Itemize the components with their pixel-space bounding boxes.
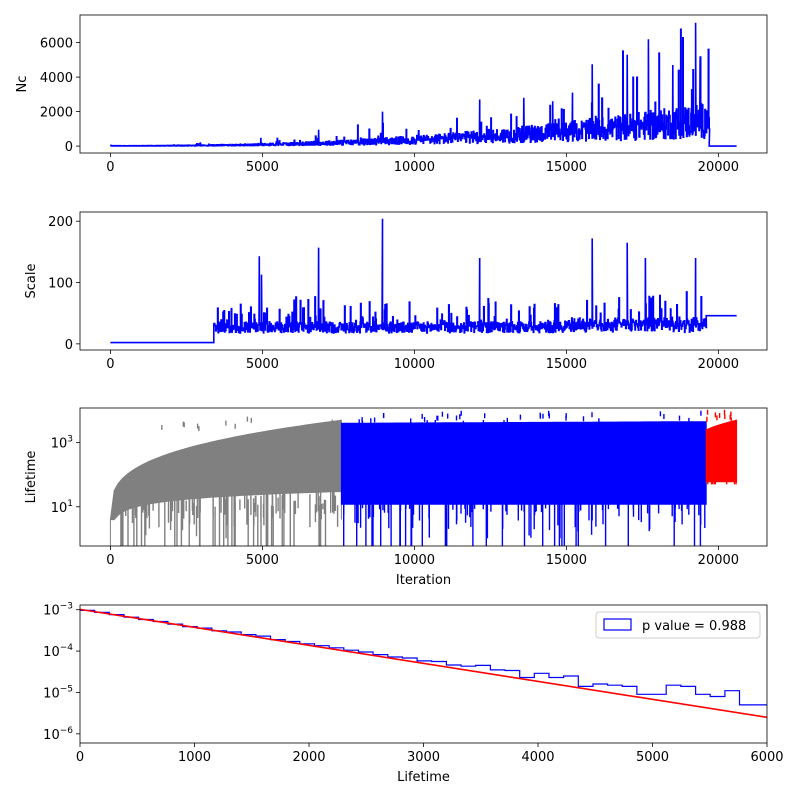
- y-axis-label: Lifetime: [24, 451, 39, 504]
- lifetime-iteration-subplot: 0 5000 10000 15000 20000 101 103 Lifetime Iterat…: [24, 407, 768, 588]
- x-tick-label: 10000: [394, 553, 435, 568]
- legend-box: [595, 611, 761, 639]
- x-tick-label: 3000: [407, 750, 440, 765]
- x-tick-label: 15000: [546, 357, 587, 372]
- x-tick-label: 20000: [698, 160, 739, 175]
- y-tick-label: 10−3: [43, 602, 73, 619]
- lifetime-red-series-spikes: [706, 409, 737, 485]
- legend-swatch: [603, 618, 632, 631]
- x-tick-label: 1000: [178, 750, 211, 765]
- y-tick-label: 101: [51, 499, 73, 516]
- x-tick-label: 5000: [246, 357, 279, 372]
- scale-subplot: 0 5000 10000 15000 20000 0 100 200 Scale: [24, 211, 768, 372]
- y-tick-label: 0: [65, 140, 73, 155]
- axes-frame: [79, 604, 768, 744]
- x-tick-label: 4000: [521, 750, 554, 765]
- x-tick-label: 20000: [698, 357, 739, 372]
- y-tick-label: 6000: [40, 37, 73, 52]
- y-tick-label: 200: [48, 215, 73, 230]
- y-axis-label: Nc: [15, 76, 30, 93]
- axes-frame: [79, 211, 768, 351]
- y-axis-label: Scale: [24, 264, 39, 299]
- lifetime-gray-series-spikes: [120, 416, 339, 546]
- histogram-steps: [80, 609, 767, 706]
- y-tick-label: 2000: [40, 106, 73, 121]
- x-tick-label: 2000: [292, 750, 325, 765]
- lifetime-blue-series-band: [340, 421, 707, 505]
- x-axis-label: Lifetime: [397, 770, 450, 785]
- x-tick-label: 0: [106, 553, 114, 568]
- y-tick-label: 0: [65, 338, 73, 353]
- x-tick-label: 0: [106, 160, 114, 175]
- nc-subplot: 0 5000 10000 15000 20000 0 2000 4000 6000 Nc: [15, 14, 768, 175]
- x-tick-label: 10000: [394, 357, 435, 372]
- x-tick-label: 15000: [546, 553, 587, 568]
- x-tick-label: 5000: [246, 553, 279, 568]
- x-tick-label: 6000: [750, 750, 783, 765]
- y-tick-label: 103: [51, 435, 73, 452]
- axes-frame: [79, 14, 768, 154]
- lifetime-gray-series-band: [109, 419, 342, 546]
- fit-line: [80, 608, 767, 719]
- x-tick-label: 10000: [394, 160, 435, 175]
- y-tick-label: 10−4: [43, 643, 73, 660]
- y-tick-label: 100: [48, 277, 73, 292]
- scale-series-line: [110, 218, 737, 344]
- lifetime-histogram-subplot: 0 1000 2000 3000 4000 5000 6000 10−6 10−5 10−4 10−…: [43, 602, 783, 785]
- lifetime-blue-series-spikes: [343, 410, 706, 546]
- x-tick-label: 0: [76, 750, 84, 765]
- nc-series-line: [110, 22, 737, 147]
- y-tick-label: 10−6: [43, 726, 73, 743]
- legend: p value = 0.988: [595, 611, 761, 639]
- x-axis-label: Iteration: [396, 573, 451, 588]
- x-tick-label: 0: [106, 357, 114, 372]
- axes-frame: [79, 407, 768, 547]
- x-tick-label: 5000: [246, 160, 279, 175]
- x-tick-label: 20000: [698, 553, 739, 568]
- lifetime-red-series-band: [705, 419, 738, 483]
- y-tick-label: 10−5: [43, 684, 73, 701]
- legend-label: p value = 0.988: [642, 619, 746, 634]
- y-tick-label: 4000: [40, 71, 73, 86]
- x-tick-label: 15000: [546, 160, 587, 175]
- x-tick-label: 5000: [636, 750, 669, 765]
